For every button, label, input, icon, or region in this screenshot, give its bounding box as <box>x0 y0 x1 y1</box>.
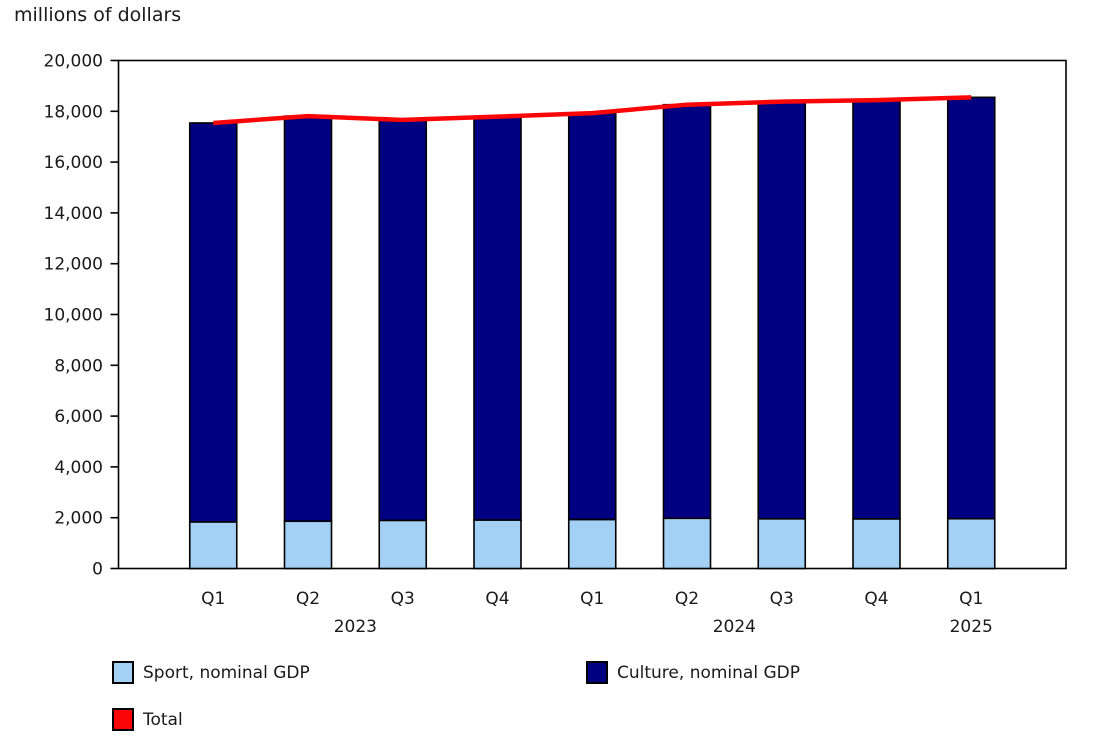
total-line <box>213 95 972 126</box>
bar-culture-segment <box>757 100 807 520</box>
sport-legend-label: Sport, nominal GDP <box>143 662 310 683</box>
year-label: 2024 <box>713 617 756 637</box>
y-tick-label: 16,000 <box>44 153 103 173</box>
legend-item-total: Total <box>112 708 183 731</box>
x-tick-label: Q3 <box>770 589 794 609</box>
bar-culture-segment <box>852 99 901 520</box>
bar-culture-segment <box>946 96 996 520</box>
legend-item-sport: Sport, nominal GDP <box>112 661 310 684</box>
y-tick-label: 20,000 <box>44 52 103 72</box>
bar-sport-segment <box>473 519 522 570</box>
stacked-bar-chart: 0 2,000 4,000 6,000 8,000 10,000 12,000 14,000 1… <box>44 52 1067 637</box>
y-tick-label: 4,000 <box>54 458 103 478</box>
chart-title: millions of dollars <box>14 4 182 26</box>
bar-sport-segment <box>852 518 901 570</box>
y-tick-label: 8,000 <box>54 356 103 376</box>
bar-sport-segment <box>757 518 807 570</box>
bar-sport-segment <box>946 517 996 570</box>
x-tick-label: Q1 <box>580 589 604 609</box>
y-tick-label: 14,000 <box>44 204 103 224</box>
bar-sport-segment <box>378 519 428 570</box>
sport-legend-swatch <box>112 661 134 684</box>
y-tick-label: 0 <box>92 560 103 580</box>
y-tick-label: 6,000 <box>54 407 103 427</box>
x-tick-label: Q1 <box>201 589 225 609</box>
bar-sport-segment <box>283 520 333 570</box>
y-tick-label: 18,000 <box>44 102 103 122</box>
y-tick-label: 10,000 <box>44 306 103 326</box>
total-legend-swatch <box>112 708 134 731</box>
x-tick-label: Q2 <box>675 589 699 609</box>
y-tick-label: 12,000 <box>44 255 103 275</box>
legend-item-culture: Culture, nominal GDP <box>586 661 800 684</box>
bar-culture-segment <box>567 112 617 521</box>
bar-culture-segment <box>283 115 333 523</box>
bar-culture-segment <box>378 119 428 522</box>
total-legend-label: Total <box>143 709 183 730</box>
x-tick-label: Q1 <box>959 589 983 609</box>
y-tick-label: 2,000 <box>54 509 103 529</box>
x-tick-label: Q3 <box>391 589 415 609</box>
x-tick-label: Q2 <box>296 589 320 609</box>
bar-sport-segment <box>188 521 238 570</box>
bar-culture-segment <box>662 103 712 520</box>
bar-culture-segment <box>188 122 238 523</box>
bar-culture-segment <box>473 115 522 521</box>
year-label: 2023 <box>334 617 377 637</box>
bar-sport-segment <box>662 517 712 570</box>
culture-legend-swatch <box>586 661 608 684</box>
x-tick-label: Q4 <box>485 589 509 609</box>
culture-legend-label: Culture, nominal GDP <box>617 662 800 683</box>
x-tick-label: Q4 <box>864 589 888 609</box>
bar-sport-segment <box>567 518 617 570</box>
year-label: 2025 <box>950 617 993 637</box>
